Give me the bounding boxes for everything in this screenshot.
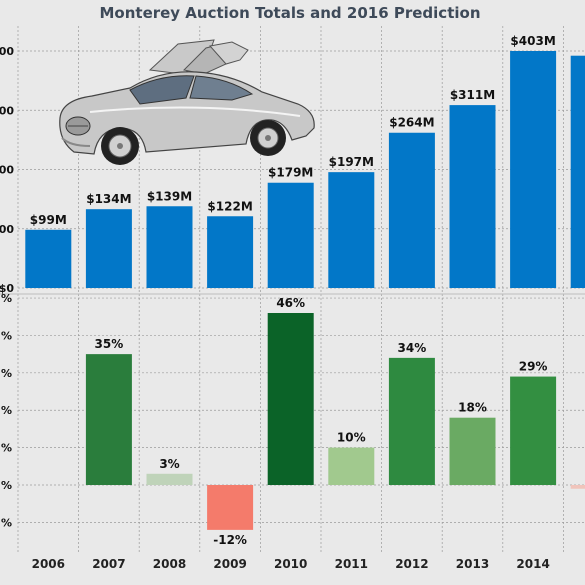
data-label-2011: $197M: [329, 155, 374, 169]
y-tick-label: 00: [0, 164, 14, 177]
growth-bar-2012: [388, 357, 435, 485]
growth-label-2010: 46%: [276, 296, 305, 310]
data-label-2006: $99M: [30, 213, 67, 227]
bar-2006: [25, 229, 72, 288]
growth-label-2012: 34%: [398, 341, 427, 355]
data-label-2010: $179M: [268, 166, 313, 180]
growth-bar-2011: [328, 447, 375, 485]
growth-bar-2013: [449, 417, 496, 485]
bar-2015: [570, 55, 585, 289]
x-tick-label: 2008: [153, 557, 186, 571]
bar-2008: [146, 206, 193, 288]
bottom-y-axis: %%%%%%%: [1, 292, 12, 529]
bar-2010: [267, 182, 314, 288]
growth-label-2014: 29%: [519, 360, 548, 374]
data-label-2007: $134M: [86, 192, 131, 206]
bar-2012: [388, 132, 435, 288]
y-tick-label: %: [1, 479, 12, 492]
data-label-2009: $122M: [207, 199, 252, 213]
growth-bar-2015: [570, 485, 585, 489]
growth-label-2009: -12%: [213, 533, 247, 547]
growth-bar-2009: [207, 485, 254, 530]
growth-bar-2014: [510, 376, 557, 485]
x-tick-label: 2010: [274, 557, 307, 571]
growth-bar-2008: [146, 473, 193, 485]
data-label-2008: $139M: [147, 189, 192, 203]
x-axis: 2006200720082009201020112012201320142: [32, 557, 550, 571]
data-label-2012: $264M: [389, 116, 434, 130]
y-tick-label: %: [1, 367, 12, 380]
data-label-2014: $403M: [510, 34, 555, 48]
growth-label-2008: 3%: [159, 457, 179, 471]
x-tick-label: 2013: [456, 557, 489, 571]
car-image: [59, 39, 315, 165]
bar-2014: [510, 51, 557, 288]
growth-label-2013: 18%: [458, 401, 487, 415]
y-tick-label: 00: [0, 223, 14, 236]
bar-2013: [449, 105, 496, 288]
growth-label-2011: 10%: [337, 431, 366, 445]
x-tick-label: 2014: [516, 557, 549, 571]
y-tick-label: 00: [0, 45, 14, 58]
bar-2007: [85, 209, 132, 288]
y-tick-label: %: [1, 516, 12, 529]
growth-bar-2010: [267, 313, 314, 485]
y-tick-label: %: [1, 404, 12, 417]
growth-bar-2007: [85, 354, 132, 485]
y-tick-label: %: [1, 329, 12, 342]
chart-title: Monterey Auction Totals and 2016 Predict…: [99, 4, 480, 22]
top-y-axis: $0 00 00 00 00: [0, 45, 14, 295]
y-tick-label: %: [1, 442, 12, 455]
data-label-2013: $311M: [450, 88, 495, 102]
auction-total-bars: $99M $134M $139M $122M $179M $197M $264M $311M $…: [25, 34, 585, 289]
y-tick-label: 00: [0, 104, 14, 117]
bar-2011: [328, 172, 375, 288]
x-tick-label: 2011: [335, 557, 368, 571]
x-tick-label: 2012: [395, 557, 428, 571]
bar-2009: [207, 216, 254, 288]
x-tick-label: 2006: [32, 557, 65, 571]
growth-label-2007: 35%: [95, 337, 124, 351]
growth-bars: 35%3%-12%46%10%34%18%29%-: [85, 296, 585, 547]
y-tick-label: %: [1, 292, 12, 305]
y-tick-label: $0: [0, 282, 14, 295]
x-tick-label: 2007: [92, 557, 125, 571]
x-tick-label: 2009: [213, 557, 246, 571]
